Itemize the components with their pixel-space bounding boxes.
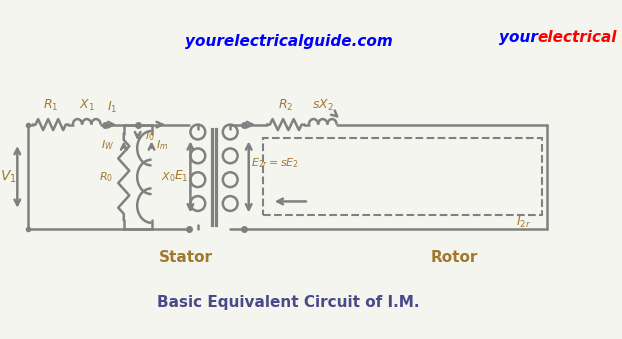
Text: Rotor: Rotor — [430, 250, 478, 264]
Text: $sX_2$: $sX_2$ — [312, 98, 333, 113]
Text: $R_1$: $R_1$ — [43, 98, 58, 113]
Text: $I_1$: $I_1$ — [108, 100, 118, 115]
Text: $X_0$: $X_0$ — [161, 170, 175, 184]
Text: Basic Equivalent Circuit of I.M.: Basic Equivalent Circuit of I.M. — [157, 295, 420, 310]
Text: $I_0$: $I_0$ — [145, 129, 155, 143]
Text: yourelectricalguide.com: yourelectricalguide.com — [185, 34, 392, 49]
Text: $I_m$: $I_m$ — [156, 138, 169, 152]
Text: $E_{2r} = sE_2$: $E_{2r} = sE_2$ — [251, 156, 299, 170]
Text: $V_1$: $V_1$ — [0, 169, 16, 185]
Text: electrical: electrical — [537, 30, 617, 45]
Text: $R_2$: $R_2$ — [278, 98, 294, 113]
Text: your: your — [499, 30, 537, 45]
Text: $E_1$: $E_1$ — [174, 170, 188, 184]
Text: $I_{2r}$: $I_{2r}$ — [516, 215, 531, 231]
Text: $X_1$: $X_1$ — [79, 98, 95, 113]
Text: $R_0$: $R_0$ — [98, 170, 113, 184]
Text: $I_W$: $I_W$ — [101, 138, 114, 152]
Text: Stator: Stator — [159, 250, 213, 264]
